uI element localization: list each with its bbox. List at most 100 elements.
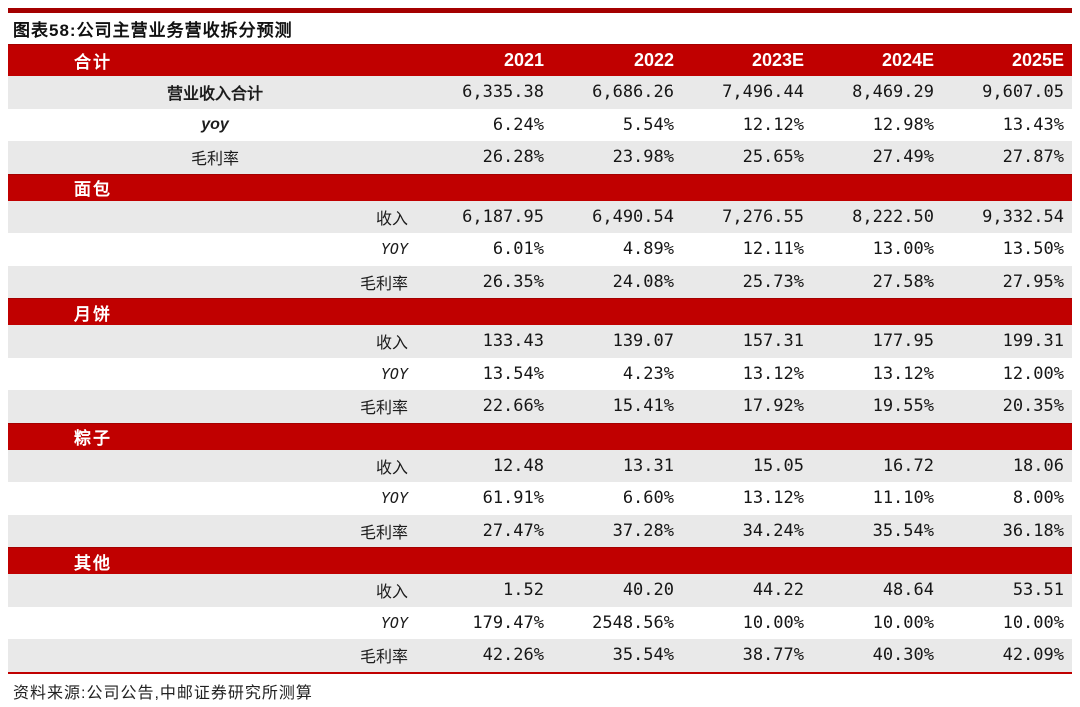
table-row-zongzi-revenue: 收入 12.48 13.31 15.05 16.72 18.06 <box>8 449 1072 482</box>
row-label: YOY <box>380 613 408 632</box>
cell-value: 6.01% <box>492 239 544 260</box>
cell-value: 6.24% <box>492 114 544 135</box>
cell-value: 199.31 <box>1002 331 1064 352</box>
table-row-zongzi-margin: 毛利率 27.47% 37.28% 34.24% 35.54% 36.18% <box>8 514 1072 547</box>
section-band-mooncake: 月饼 <box>8 298 1072 325</box>
table-row-other-margin: 毛利率 42.26% 35.54% 38.77% 40.30% 42.09% <box>8 639 1072 672</box>
cell-value: 4.23% <box>622 363 674 384</box>
cell-value: 20.35% <box>1002 396 1064 417</box>
cell-value: 13.43% <box>1002 114 1064 135</box>
row-label: 毛利率 <box>359 649 408 667</box>
cell-value: 25.65% <box>742 147 804 168</box>
section-label: 面包 <box>74 180 112 199</box>
cell-value: 53.51 <box>1012 580 1064 601</box>
cell-value: 8,469.29 <box>852 82 934 103</box>
table-row-bread-margin: 毛利率 26.35% 24.08% 25.73% 27.58% 27.95% <box>8 265 1072 298</box>
row-label: 收入 <box>375 459 408 477</box>
cell-value: 9,332.54 <box>982 206 1064 227</box>
row-label: YOY <box>380 364 408 383</box>
column-header-2022: 2022 <box>633 50 674 70</box>
top-divider-rule <box>8 8 1072 13</box>
column-header-2024e: 2024E <box>881 50 934 70</box>
cell-value: 37.28% <box>612 520 674 541</box>
figure-title: 图表58:公司主营业务营收拆分预测 <box>13 21 293 40</box>
row-label: 收入 <box>375 210 408 228</box>
section-label: 其他 <box>74 553 112 573</box>
cell-value: 6,686.26 <box>592 82 674 103</box>
cell-value: 9,607.05 <box>982 82 1064 103</box>
table-row-mooncake-margin: 毛利率 22.66% 15.41% 17.92% 19.55% 20.35% <box>8 390 1072 423</box>
section-band-zongzi: 粽子 <box>8 422 1072 450</box>
row-label: YOY <box>380 240 408 259</box>
cell-value: 12.12% <box>742 114 804 135</box>
row-label: 收入 <box>375 584 408 602</box>
cell-value: 11.10% <box>872 488 934 509</box>
row-label: 毛利率 <box>359 275 408 293</box>
cell-value: 12.11% <box>742 239 804 260</box>
table-row-mooncake-revenue: 收入 133.43 139.07 157.31 177.95 199.31 <box>8 325 1072 358</box>
cell-value: 7,496.44 <box>722 82 804 103</box>
cell-value: 6.60% <box>622 488 674 509</box>
column-header-2025e: 2025E <box>1011 50 1064 70</box>
cell-value: 15.41% <box>612 396 674 417</box>
cell-value: 23.98% <box>612 147 674 168</box>
cell-value: 15.05 <box>752 455 804 476</box>
cell-value: 13.12% <box>872 363 934 384</box>
cell-value: 26.28% <box>482 147 544 168</box>
row-label: yoy <box>201 115 229 133</box>
cell-value: 2548.56% <box>592 612 674 633</box>
table-row-other-yoy: YOY 179.47% 2548.56% 10.00% 10.00% 10.00… <box>8 607 1072 640</box>
cell-value: 61.91% <box>482 488 544 509</box>
section-band-bread: 面包 <box>8 173 1072 201</box>
cell-value: 13.54% <box>482 363 544 384</box>
cell-value: 19.55% <box>872 396 934 417</box>
cell-value: 157.31 <box>742 331 804 352</box>
section-label: 月饼 <box>74 304 112 324</box>
table-row-total-margin: 毛利率 26.28% 23.98% 25.65% 27.49% 27.87% <box>8 141 1072 174</box>
table-row-bread-revenue: 收入 6,187.95 6,490.54 7,276.55 8,222.50 9… <box>8 200 1072 233</box>
cell-value: 34.24% <box>742 520 804 541</box>
cell-value: 13.12% <box>742 363 804 384</box>
cell-value: 133.43 <box>482 331 544 352</box>
cell-value: 6,490.54 <box>592 206 674 227</box>
cell-value: 5.54% <box>622 114 674 135</box>
cell-value: 139.07 <box>612 331 674 352</box>
cell-value: 35.54% <box>612 645 674 666</box>
row-label: 收入 <box>375 335 408 353</box>
column-header-2023e: 2023E <box>751 50 804 70</box>
section-label-total: 合计 <box>74 53 112 72</box>
cell-value: 27.58% <box>872 271 934 292</box>
table-header-row: 合计 2021 2022 2023E 2024E 2025E <box>8 44 1072 76</box>
cell-value: 10.00% <box>1002 612 1064 633</box>
cell-value: 10.00% <box>872 612 934 633</box>
cell-value: 42.09% <box>1002 645 1064 666</box>
table-row-other-revenue: 收入 1.52 40.20 44.22 48.64 53.51 <box>8 574 1072 607</box>
cell-value: 4.89% <box>622 239 674 260</box>
table-row-mooncake-yoy: YOY 13.54% 4.23% 13.12% 13.12% 12.00% <box>8 358 1072 391</box>
cell-value: 40.30% <box>872 645 934 666</box>
row-label: 营业收入合计 <box>166 86 263 104</box>
cell-value: 8,222.50 <box>852 206 934 227</box>
cell-value: 42.26% <box>482 645 544 666</box>
cell-value: 44.22 <box>752 580 804 601</box>
section-band-other: 其他 <box>8 547 1072 574</box>
table-row-total-yoy: yoy 6.24% 5.54% 12.12% 12.98% 13.43% <box>8 109 1072 142</box>
cell-value: 36.18% <box>1002 520 1064 541</box>
cell-value: 17.92% <box>742 396 804 417</box>
row-label: 毛利率 <box>190 151 239 169</box>
cell-value: 12.48 <box>492 455 544 476</box>
cell-value: 16.72 <box>882 455 934 476</box>
cell-value: 22.66% <box>482 396 544 417</box>
cell-value: 27.47% <box>482 520 544 541</box>
cell-value: 7,276.55 <box>722 206 804 227</box>
cell-value: 35.54% <box>872 520 934 541</box>
cell-value: 12.00% <box>1002 363 1064 384</box>
cell-value: 48.64 <box>882 580 934 601</box>
cell-value: 25.73% <box>742 271 804 292</box>
revenue-forecast-table: 合计 2021 2022 2023E 2024E 2025E 营业收入合计 6,… <box>8 44 1072 674</box>
cell-value: 12.98% <box>872 114 934 135</box>
cell-value: 24.08% <box>612 271 674 292</box>
table-row-bread-yoy: YOY 6.01% 4.89% 12.11% 13.00% 13.50% <box>8 233 1072 266</box>
cell-value: 179.47% <box>472 612 544 633</box>
